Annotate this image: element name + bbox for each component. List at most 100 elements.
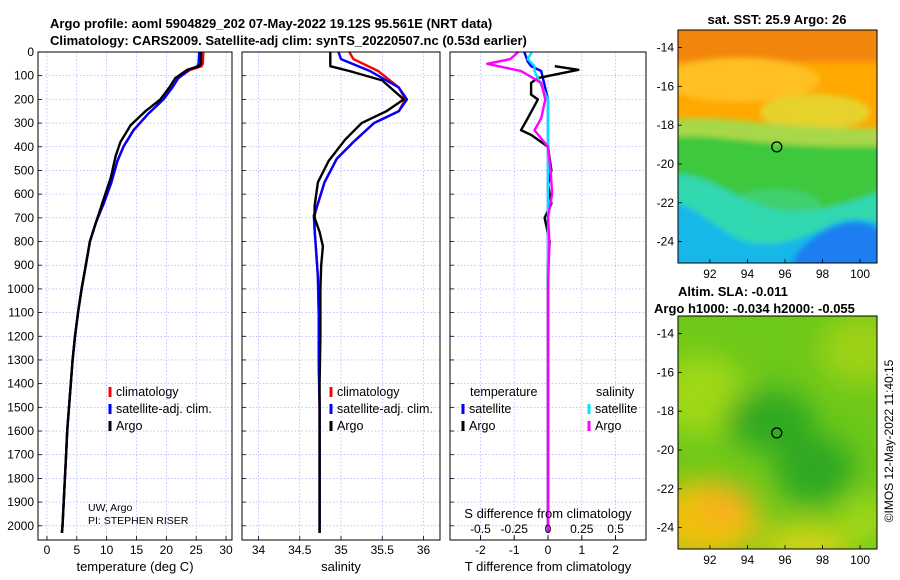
series-line-argo (313, 52, 405, 533)
y-tick-label: 1700 (7, 448, 34, 462)
legend-label: satellite-adj. clim. (116, 402, 212, 416)
map-x-tick-label: 98 (816, 267, 830, 281)
credit-line1: UW, Argo (88, 502, 133, 514)
y-tick-label: 1100 (8, 306, 34, 320)
sla-map-title-line2: Argo h1000: -0.034 h2000: -0.055 (654, 301, 855, 316)
map-x-tick-label: 96 (778, 267, 792, 281)
y-tick-label: 200 (14, 92, 34, 106)
map-y-tick-label: -22 (657, 482, 675, 496)
legend-temperature-title: temperature (470, 385, 537, 399)
difference-profile-panel: -2 -1 0 1 2 T difference from climatology S di… (449, 51, 647, 574)
legend-label: climatology (116, 385, 179, 399)
map-x-tick-label: 94 (741, 553, 755, 567)
argo-location-marker (771, 141, 783, 153)
figure-title-line2: Climatology: CARS2009. Satellite-adj cli… (50, 33, 527, 48)
map-y-tick-label: -14 (657, 326, 675, 340)
plot-area (38, 52, 232, 540)
y-tick-label: 2000 (7, 519, 34, 533)
x-tick-label: 34 (252, 543, 266, 557)
x-tick-label: 34.5 (288, 543, 312, 557)
y-tick-label: 800 (14, 235, 34, 249)
temperature-profile-panel: 0 5 10 15 20 25 300100200300400500600700800900… (7, 45, 233, 574)
legend-label: Argo (595, 419, 621, 433)
x-tick-label: 30 (219, 543, 233, 557)
x-tick-label: 5 (73, 543, 80, 557)
y-tick-label: 100 (14, 69, 34, 83)
x2-tick-label: 0 (545, 522, 552, 536)
x-tick-label: 2 (612, 543, 619, 557)
x-tick-label: 36 (417, 543, 431, 557)
x2-tick-label: 0.25 (570, 522, 594, 536)
y-tick-label: 1500 (7, 400, 34, 414)
y-tick-label: 700 (14, 211, 34, 225)
x-tick-label: 20 (160, 543, 174, 557)
imos-timestamp: ©IMOS 12-May-2022 11:40:15 (882, 359, 896, 522)
map-y-tick-label: -22 (657, 196, 675, 210)
legend-salinity-title: salinity (596, 385, 635, 399)
x-tick-label: 35 (334, 543, 348, 557)
series-line-argo (486, 51, 554, 533)
y-tick-label: 300 (14, 116, 34, 130)
x-tick-label: -2 (475, 543, 486, 557)
x-tick-label: 35.5 (371, 543, 395, 557)
y-tick-label: 1000 (7, 282, 34, 296)
x-axis-label: temperature (deg C) (76, 559, 193, 574)
map-y-tick-label: -14 (657, 40, 675, 54)
y-tick-label: 1300 (7, 353, 34, 367)
map-y-tick-label: -18 (657, 118, 675, 132)
y-tick-label: 400 (14, 140, 34, 154)
legend-label: Argo (116, 419, 142, 433)
map-y-tick-label: -20 (657, 443, 675, 457)
sst-map-axes: 92 94 96 98 100 -14 -16 -18 -20 -22 -24 (657, 40, 871, 281)
y-tick-label: 1200 (7, 329, 34, 343)
credit-line2: PI: STEPHEN RISER (88, 515, 189, 527)
sla-map-axes: 92 94 96 98 100 -14 -16 -18 -20 -22 -24 (657, 326, 871, 567)
x-tick-label: -1 (509, 543, 520, 557)
legend-label: satellite (595, 402, 637, 416)
x-tick-label: 0 (545, 543, 552, 557)
plot-frame (241, 51, 441, 541)
figure-title-line1: Argo profile: aoml 5904829_202 07-May-20… (50, 16, 492, 31)
argo-location-marker (771, 427, 783, 439)
x2-tick-label: 0.5 (607, 522, 624, 536)
map-x-tick-label: 94 (741, 267, 755, 281)
x-tick-label: 15 (130, 543, 144, 557)
sla-map: 92 94 96 98 100 -14 -16 -18 -20 -22 -24 Altim. SLA… (654, 284, 878, 567)
x-tick-label: 0 (44, 543, 51, 557)
map-x-tick-label: 92 (703, 553, 717, 567)
x-tick-label: 1 (578, 543, 585, 557)
legend-label: climatology (337, 385, 400, 399)
map-y-tick-label: -24 (657, 521, 675, 535)
series-line-argo (60, 52, 203, 534)
y-tick-label: 500 (14, 163, 34, 177)
map-x-tick-label: 100 (850, 553, 870, 567)
x-tick-label: 10 (100, 543, 114, 557)
sst-map: 92 94 96 98 100 -14 -16 -18 -20 -22 -24 sat. SST: … (657, 12, 878, 281)
y-tick-label: 1900 (7, 495, 34, 509)
y-tick-label: 0 (27, 45, 34, 59)
y-tick-label: 600 (14, 187, 34, 201)
y-tick-label: 1400 (7, 377, 34, 391)
y-tick-label: 1800 (7, 471, 34, 485)
legend-label: Argo (337, 419, 363, 433)
map-x-tick-label: 96 (778, 553, 792, 567)
salinity-profile-panel: 34 34.5 35 35.5 36 salinity climatology satelli… (241, 51, 441, 574)
map-y-tick-label: -18 (657, 404, 675, 418)
x2-axis-label: S difference from climatology (464, 506, 632, 521)
map-y-tick-label: -24 (657, 235, 675, 249)
map-y-tick-label: -16 (657, 365, 675, 379)
x2-tick-label: -0.25 (501, 522, 529, 536)
x-axis-label: salinity (321, 559, 361, 574)
plot-frame (37, 51, 233, 541)
y-tick-label: 900 (14, 258, 34, 272)
map-x-tick-label: 92 (703, 267, 717, 281)
legend-label: Argo (469, 419, 495, 433)
map-y-tick-label: -16 (657, 79, 675, 93)
x-tick-label: 25 (190, 543, 204, 557)
y-tick-label: 1600 (7, 424, 34, 438)
sla-map-title-line1: Altim. SLA: -0.011 (678, 284, 788, 299)
legend-label: satellite-adj. clim. (337, 402, 433, 416)
map-x-tick-label: 100 (850, 267, 870, 281)
map-y-tick-label: -20 (657, 157, 675, 171)
